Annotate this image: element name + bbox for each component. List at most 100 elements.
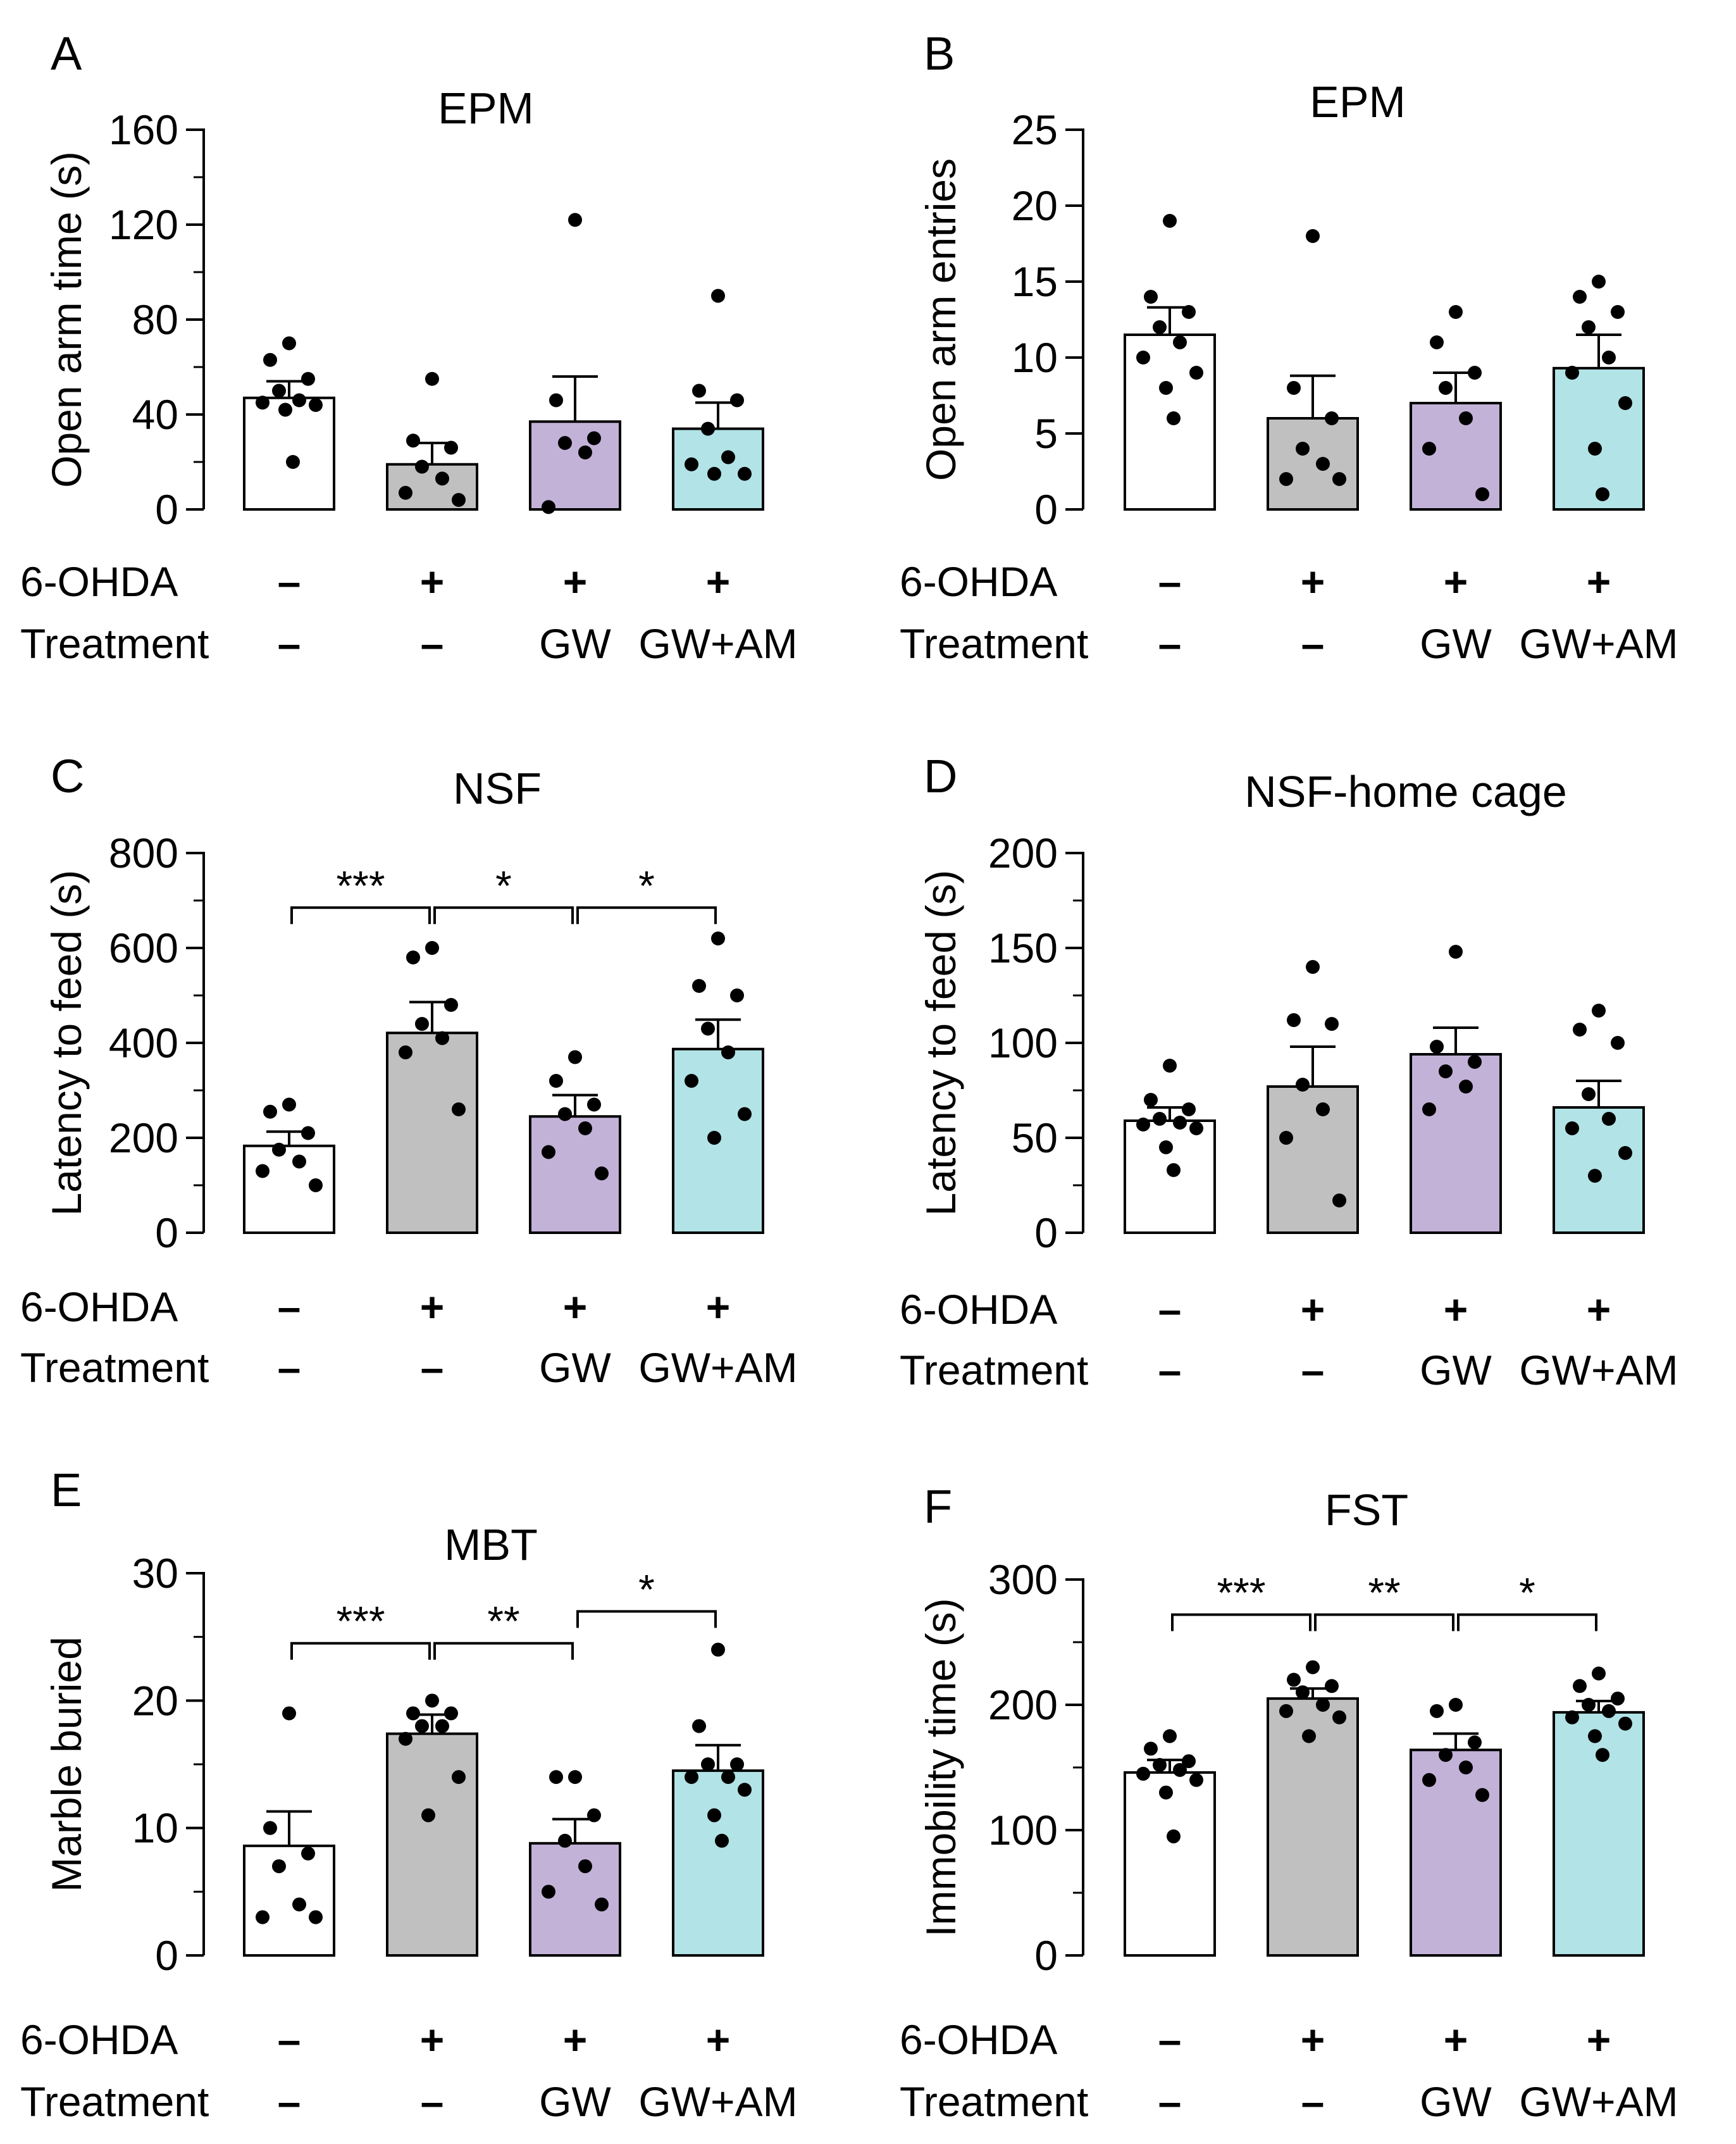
treatment-mark: GW+AM bbox=[638, 620, 797, 667]
data-point bbox=[1163, 1729, 1177, 1743]
y-tick-label: 100 bbox=[988, 1019, 1058, 1066]
data-point bbox=[444, 440, 458, 455]
panel-b: B EPM Open arm entries 0 5 10 15 20 25 6-OHDA Trea… bbox=[900, 27, 1678, 667]
data-point bbox=[1611, 1692, 1625, 1706]
bar-2 bbox=[1267, 1085, 1359, 1234]
data-point bbox=[1325, 411, 1339, 425]
bar-4 bbox=[672, 1769, 764, 1957]
treatment-mark: – bbox=[1158, 2078, 1182, 2125]
data-point bbox=[1296, 1685, 1310, 1700]
y-tick-label: 25 bbox=[1012, 106, 1058, 153]
y-tick-label: 30 bbox=[132, 1550, 178, 1597]
y-axis-label: Latency to feed (s) bbox=[917, 870, 964, 1216]
data-point bbox=[1163, 1059, 1177, 1073]
y-tick-label: 200 bbox=[109, 1114, 178, 1161]
data-point bbox=[568, 213, 582, 227]
data-point bbox=[1475, 1788, 1489, 1802]
data-point bbox=[309, 1910, 323, 1924]
data-point bbox=[1136, 351, 1150, 365]
data-point bbox=[1618, 1716, 1632, 1731]
significance-label: *** bbox=[336, 862, 385, 909]
treatment-mark: – bbox=[421, 2078, 444, 2125]
data-point bbox=[1602, 351, 1616, 365]
data-point bbox=[1449, 1698, 1463, 1712]
data-point bbox=[256, 1910, 270, 1924]
lesion-mark: + bbox=[1587, 558, 1611, 605]
data-point bbox=[692, 383, 706, 398]
data-point bbox=[1332, 1194, 1346, 1207]
data-point bbox=[707, 466, 721, 481]
data-point bbox=[721, 1045, 735, 1059]
bar-4 bbox=[1553, 1711, 1645, 1957]
lesion-mark: – bbox=[278, 2016, 301, 2063]
lesion-mark: + bbox=[706, 1283, 731, 1330]
y-tick-label: 300 bbox=[988, 1556, 1058, 1603]
data-point bbox=[578, 1121, 592, 1135]
data-point bbox=[1588, 1729, 1602, 1743]
significance-bracket bbox=[433, 906, 574, 925]
data-point bbox=[692, 1719, 706, 1733]
data-point bbox=[1153, 1758, 1167, 1773]
bar-3 bbox=[529, 420, 621, 511]
data-point bbox=[272, 1142, 286, 1157]
data-point bbox=[1144, 290, 1158, 304]
data-point bbox=[1279, 1131, 1293, 1145]
data-point bbox=[1596, 487, 1609, 501]
lesion-mark: – bbox=[1158, 1286, 1182, 1333]
y-axis-label: Open arm time (s) bbox=[43, 151, 90, 488]
data-point bbox=[1430, 335, 1444, 349]
y-tick-label: 20 bbox=[1012, 182, 1058, 229]
data-point bbox=[425, 1693, 439, 1708]
data-point bbox=[263, 352, 277, 367]
data-point bbox=[685, 1074, 698, 1088]
treatment-mark: GW bbox=[539, 1344, 611, 1391]
data-point bbox=[263, 1104, 277, 1119]
significance-bracket bbox=[433, 1642, 574, 1660]
data-point bbox=[1296, 442, 1310, 456]
data-point bbox=[711, 1642, 725, 1657]
chart-title: NSF bbox=[453, 764, 542, 813]
data-point bbox=[1189, 1121, 1203, 1135]
significance-label: * bbox=[638, 1566, 655, 1612]
data-point bbox=[282, 1097, 296, 1112]
y-tick-label: 0 bbox=[155, 486, 178, 533]
lesion-mark: – bbox=[1158, 558, 1182, 605]
data-point bbox=[707, 1808, 721, 1823]
data-point bbox=[1136, 1766, 1150, 1781]
data-point bbox=[1163, 214, 1177, 228]
y-tick-label: 0 bbox=[1034, 1932, 1058, 1979]
significance-bracket bbox=[290, 906, 431, 925]
significance-bracket bbox=[576, 1610, 717, 1628]
data-point bbox=[1439, 1064, 1453, 1078]
bar-1 bbox=[1124, 1771, 1216, 1957]
data-point bbox=[444, 998, 458, 1012]
row-label-treatment: Treatment bbox=[900, 2078, 1088, 2125]
panel-letter: A bbox=[51, 27, 82, 80]
data-point bbox=[1144, 1093, 1158, 1107]
data-point bbox=[1565, 1121, 1579, 1135]
data-point bbox=[256, 396, 270, 410]
data-point bbox=[1316, 1102, 1330, 1116]
treatment-mark: GW bbox=[1420, 620, 1492, 667]
bar-3 bbox=[529, 1842, 621, 1957]
data-point bbox=[1182, 305, 1196, 319]
data-point bbox=[738, 1783, 752, 1797]
data-point bbox=[1618, 396, 1632, 410]
data-point bbox=[282, 1706, 296, 1721]
data-point bbox=[301, 371, 315, 386]
lesion-mark: + bbox=[563, 2016, 588, 2063]
bar-2 bbox=[386, 1031, 478, 1234]
treatment-mark: – bbox=[1301, 2078, 1325, 2125]
data-point bbox=[721, 1770, 735, 1785]
data-point bbox=[1449, 305, 1463, 319]
data-point bbox=[1439, 1748, 1453, 1762]
data-point bbox=[435, 471, 449, 486]
data-point bbox=[452, 493, 466, 507]
data-point bbox=[301, 1846, 315, 1860]
data-point bbox=[707, 1131, 721, 1145]
data-point bbox=[1565, 366, 1579, 380]
data-point bbox=[406, 433, 420, 448]
data-point bbox=[542, 1145, 555, 1159]
data-point bbox=[1422, 1773, 1436, 1787]
significance-label: * bbox=[638, 862, 655, 909]
